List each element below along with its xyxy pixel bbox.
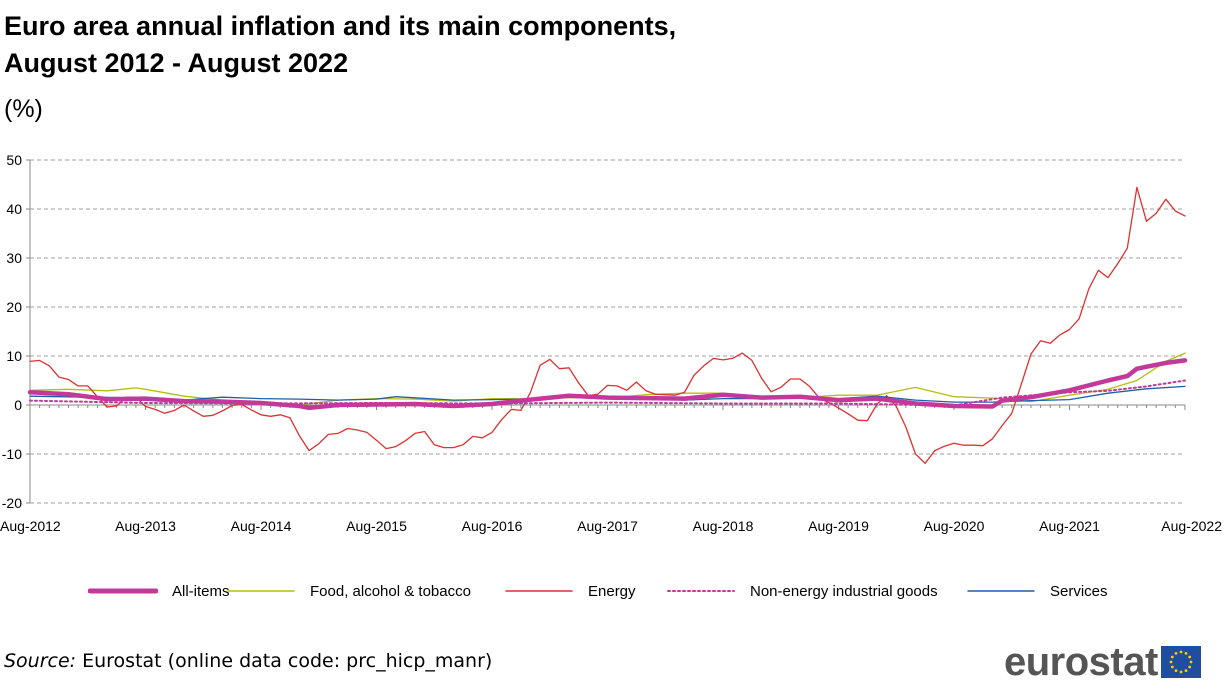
legend-swatch bbox=[505, 590, 573, 592]
legend-swatch bbox=[967, 590, 1035, 592]
chart-title-line1: Euro area annual inflation and its main … bbox=[4, 11, 677, 41]
flag-star bbox=[1189, 660, 1193, 664]
flag-star bbox=[1179, 650, 1183, 654]
legend-item: Energy bbox=[504, 578, 636, 604]
flag-star bbox=[1170, 655, 1174, 659]
flag-star bbox=[1174, 651, 1178, 655]
source-text: Eurostat (online data code: prc_hicp_man… bbox=[76, 650, 493, 672]
x-tick-label: Aug-2013 bbox=[115, 518, 176, 534]
y-tick-label: 30 bbox=[6, 250, 22, 266]
y-tick-label: -20 bbox=[2, 495, 22, 511]
legend-label: All-items bbox=[172, 582, 230, 600]
x-tick-label: Aug-2014 bbox=[231, 518, 292, 534]
x-tick-label: Aug-2012 bbox=[0, 518, 61, 534]
legend-item: All-items bbox=[88, 578, 230, 604]
x-tick-label: Aug-2017 bbox=[577, 518, 638, 534]
flag-star bbox=[1179, 670, 1183, 674]
series-layer bbox=[27, 186, 1188, 464]
x-tick-label: Aug-2015 bbox=[346, 518, 407, 534]
y-tick-label: 50 bbox=[6, 152, 22, 168]
source-note: Source: Eurostat (online data code: prc_… bbox=[4, 650, 492, 672]
legend-label: Food, alcohol & tobacco bbox=[310, 582, 471, 600]
chart-title: Euro area annual inflation and its main … bbox=[4, 8, 676, 82]
legend-item: Food, alcohol & tobacco bbox=[226, 578, 471, 604]
y-tick-label: 20 bbox=[6, 299, 22, 315]
series-line-energy bbox=[29, 186, 1186, 464]
legend-label: Non-energy industrial goods bbox=[750, 582, 938, 600]
x-tick-label: Aug-2021 bbox=[1039, 518, 1100, 534]
flag-star bbox=[1188, 665, 1191, 669]
legend-swatch bbox=[88, 588, 158, 594]
y-tick-label: 40 bbox=[6, 201, 22, 217]
grid-layer bbox=[30, 159, 1185, 504]
flag-star bbox=[1188, 655, 1191, 659]
legend-label: Services bbox=[1050, 582, 1108, 600]
x-tick-label: Aug-2018 bbox=[693, 518, 754, 534]
flag-star bbox=[1184, 651, 1188, 655]
y-tick-label: 0 bbox=[14, 397, 22, 413]
legend-item: Services bbox=[966, 578, 1108, 604]
eurostat-logo: eurostat bbox=[1004, 640, 1201, 684]
legend-swatch bbox=[227, 590, 295, 592]
source-label: Source: bbox=[4, 650, 77, 672]
legend-swatch bbox=[667, 590, 735, 592]
x-tick-label: Aug-2016 bbox=[462, 518, 523, 534]
x-tick-label: Aug-2019 bbox=[808, 518, 869, 534]
flag-star bbox=[1184, 669, 1188, 673]
y-tick-label: -10 bbox=[2, 446, 22, 462]
flag-star bbox=[1170, 665, 1174, 669]
x-tick-label: Aug-2020 bbox=[924, 518, 985, 534]
legend-label: Energy bbox=[588, 582, 636, 600]
series-line-all-items bbox=[27, 358, 1188, 411]
y-tick-label: 10 bbox=[6, 348, 22, 364]
eu-flag-icon bbox=[1160, 646, 1201, 678]
legend: All-items Food, alcohol & tobacco Energy No… bbox=[0, 578, 1226, 604]
legend-item: Non-energy industrial goods bbox=[666, 578, 938, 604]
unit-label: (%) bbox=[4, 95, 43, 123]
flag-star bbox=[1174, 669, 1178, 673]
logo-text: eurostat bbox=[1004, 640, 1158, 684]
flag-star bbox=[1169, 660, 1173, 664]
x-tick-label: Aug-2022 bbox=[1161, 518, 1222, 534]
chart-title-line2: August 2012 - August 2022 bbox=[4, 48, 349, 78]
